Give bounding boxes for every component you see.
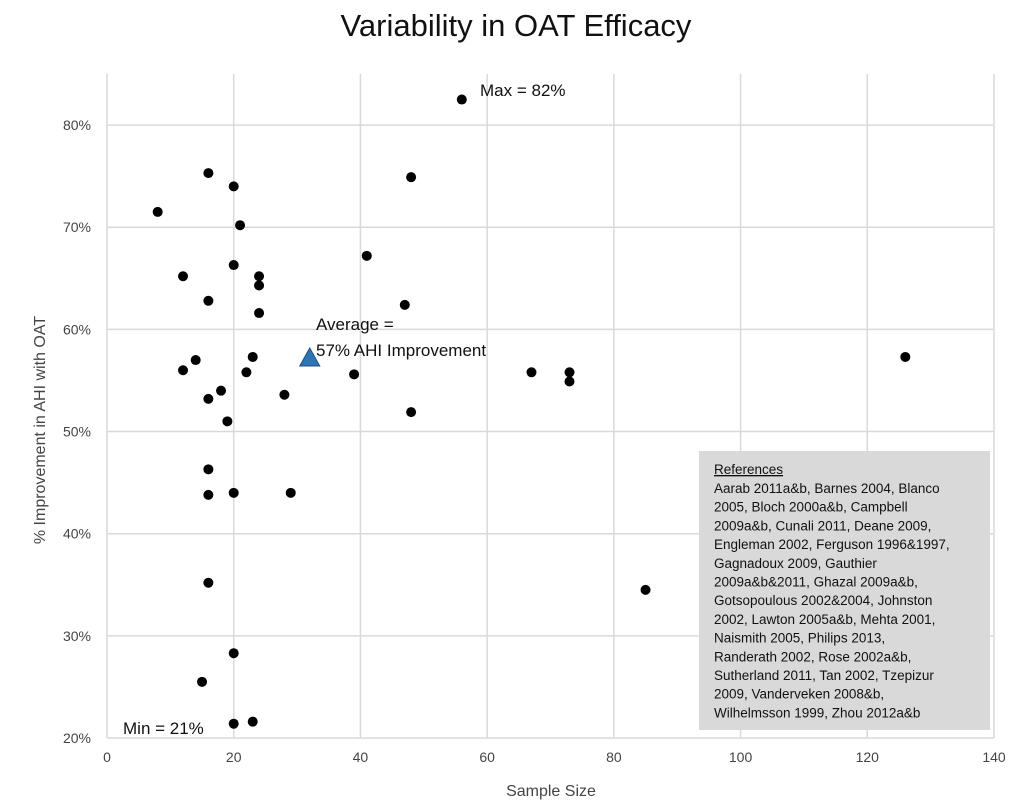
data-point [399,299,410,310]
data-point [241,367,252,378]
data-point [900,351,911,362]
x-tick-label: 0 [103,749,111,765]
references-heading: References [714,462,783,477]
data-point [254,308,265,319]
x-tick-label: 140 [982,749,1006,765]
data-point [203,489,214,500]
data-points [152,94,911,729]
reference-line: 2005, Bloch 2000a&b, Campbell [714,500,908,515]
data-point [247,716,258,727]
x-tick-label: 120 [856,749,880,765]
reference-line: Gotsopoulous 2002&2004, Johnston [714,593,932,608]
reference-line: Aarab 2011a&b, Barnes 2004, Blanco [714,481,940,496]
data-point [222,416,233,427]
data-point [203,168,214,179]
y-tick-label: 40% [63,526,91,542]
data-point [203,464,214,475]
chart-title: Variability in OAT Efficacy [341,8,692,43]
x-tick-label: 80 [606,749,622,765]
references-background [699,451,990,730]
reference-line: 2009a&b&2011, Ghazal 2009a&b, [714,575,918,590]
reference-line: Randerath 2002, Rose 2002a&b, [714,649,911,664]
x-tick-label: 60 [479,749,495,765]
data-point [190,355,201,366]
reference-line: Sutherland 2011, Tan 2002, Tzepizur [714,668,934,683]
reference-line: Gagnadoux 2009, Gauthier [714,556,877,571]
average-annotation-line2: 57% AHI Improvement [316,341,486,360]
data-point [216,385,227,396]
data-point [279,389,290,400]
data-point [349,369,360,380]
data-point [406,172,417,183]
x-tick-label: 100 [729,749,753,765]
data-point [254,271,265,282]
y-tick-label: 60% [63,321,91,337]
reference-line: Naismith 2005, Philips 2013, [714,631,885,646]
data-point [228,648,239,659]
data-point [203,577,214,588]
reference-line: 2002, Lawton 2005a&b, Mehta 2001, [714,612,935,627]
data-point [247,351,258,362]
data-point [564,376,575,387]
x-axis-title: Sample Size [506,783,596,800]
reference-line: Wilhelmsson 1999, Zhou 2012a&b [714,705,920,720]
y-tick-label: 30% [63,628,91,644]
y-axis-title: % Improvement in AHI with OAT [32,316,49,544]
y-tick-label: 50% [63,424,91,440]
y-tick-label: 20% [63,730,91,746]
reference-line: 2009, Vanderveken 2008&b, [714,687,884,702]
data-point [228,260,239,271]
data-point [456,94,467,105]
data-point [285,487,296,498]
data-point [406,407,417,418]
data-point [228,487,239,498]
data-point [203,393,214,404]
max-annotation: Max = 82% [480,81,566,100]
data-point [228,718,239,729]
reference-line: 2009a&b, Cunali 2011, Deane 2009, [714,518,931,533]
data-point [152,206,163,217]
data-point [235,220,246,231]
data-point [228,181,239,192]
data-point [640,584,651,595]
data-point [178,365,189,376]
grid-lines [106,74,995,739]
y-tick-label: 70% [63,219,91,235]
data-point [178,271,189,282]
references-box: References Aarab 2011a&b, Barnes 2004, B… [699,451,990,730]
data-point [564,367,575,378]
data-point [254,280,265,291]
average-marker-group [298,346,321,367]
min-annotation: Min = 21% [123,719,204,738]
average-annotation-line1: Average = [316,315,394,334]
average-marker [298,346,321,367]
references-lines: Aarab 2011a&b, Barnes 2004, Blanco 2005, … [714,481,950,720]
reference-line: Engleman 2002, Ferguson 1996&1997, [714,537,950,552]
data-point [197,676,208,687]
x-tick-label: 40 [353,749,369,765]
x-tick-label: 20 [226,749,242,765]
y-tick-label: 80% [63,117,91,133]
data-point [203,295,214,306]
data-point [361,250,372,261]
data-point [526,367,537,378]
tick-labels: 0 20 40 60 80 100 120 140 20% 30% 40% 50% 60% 70% 80% [63,117,1006,765]
